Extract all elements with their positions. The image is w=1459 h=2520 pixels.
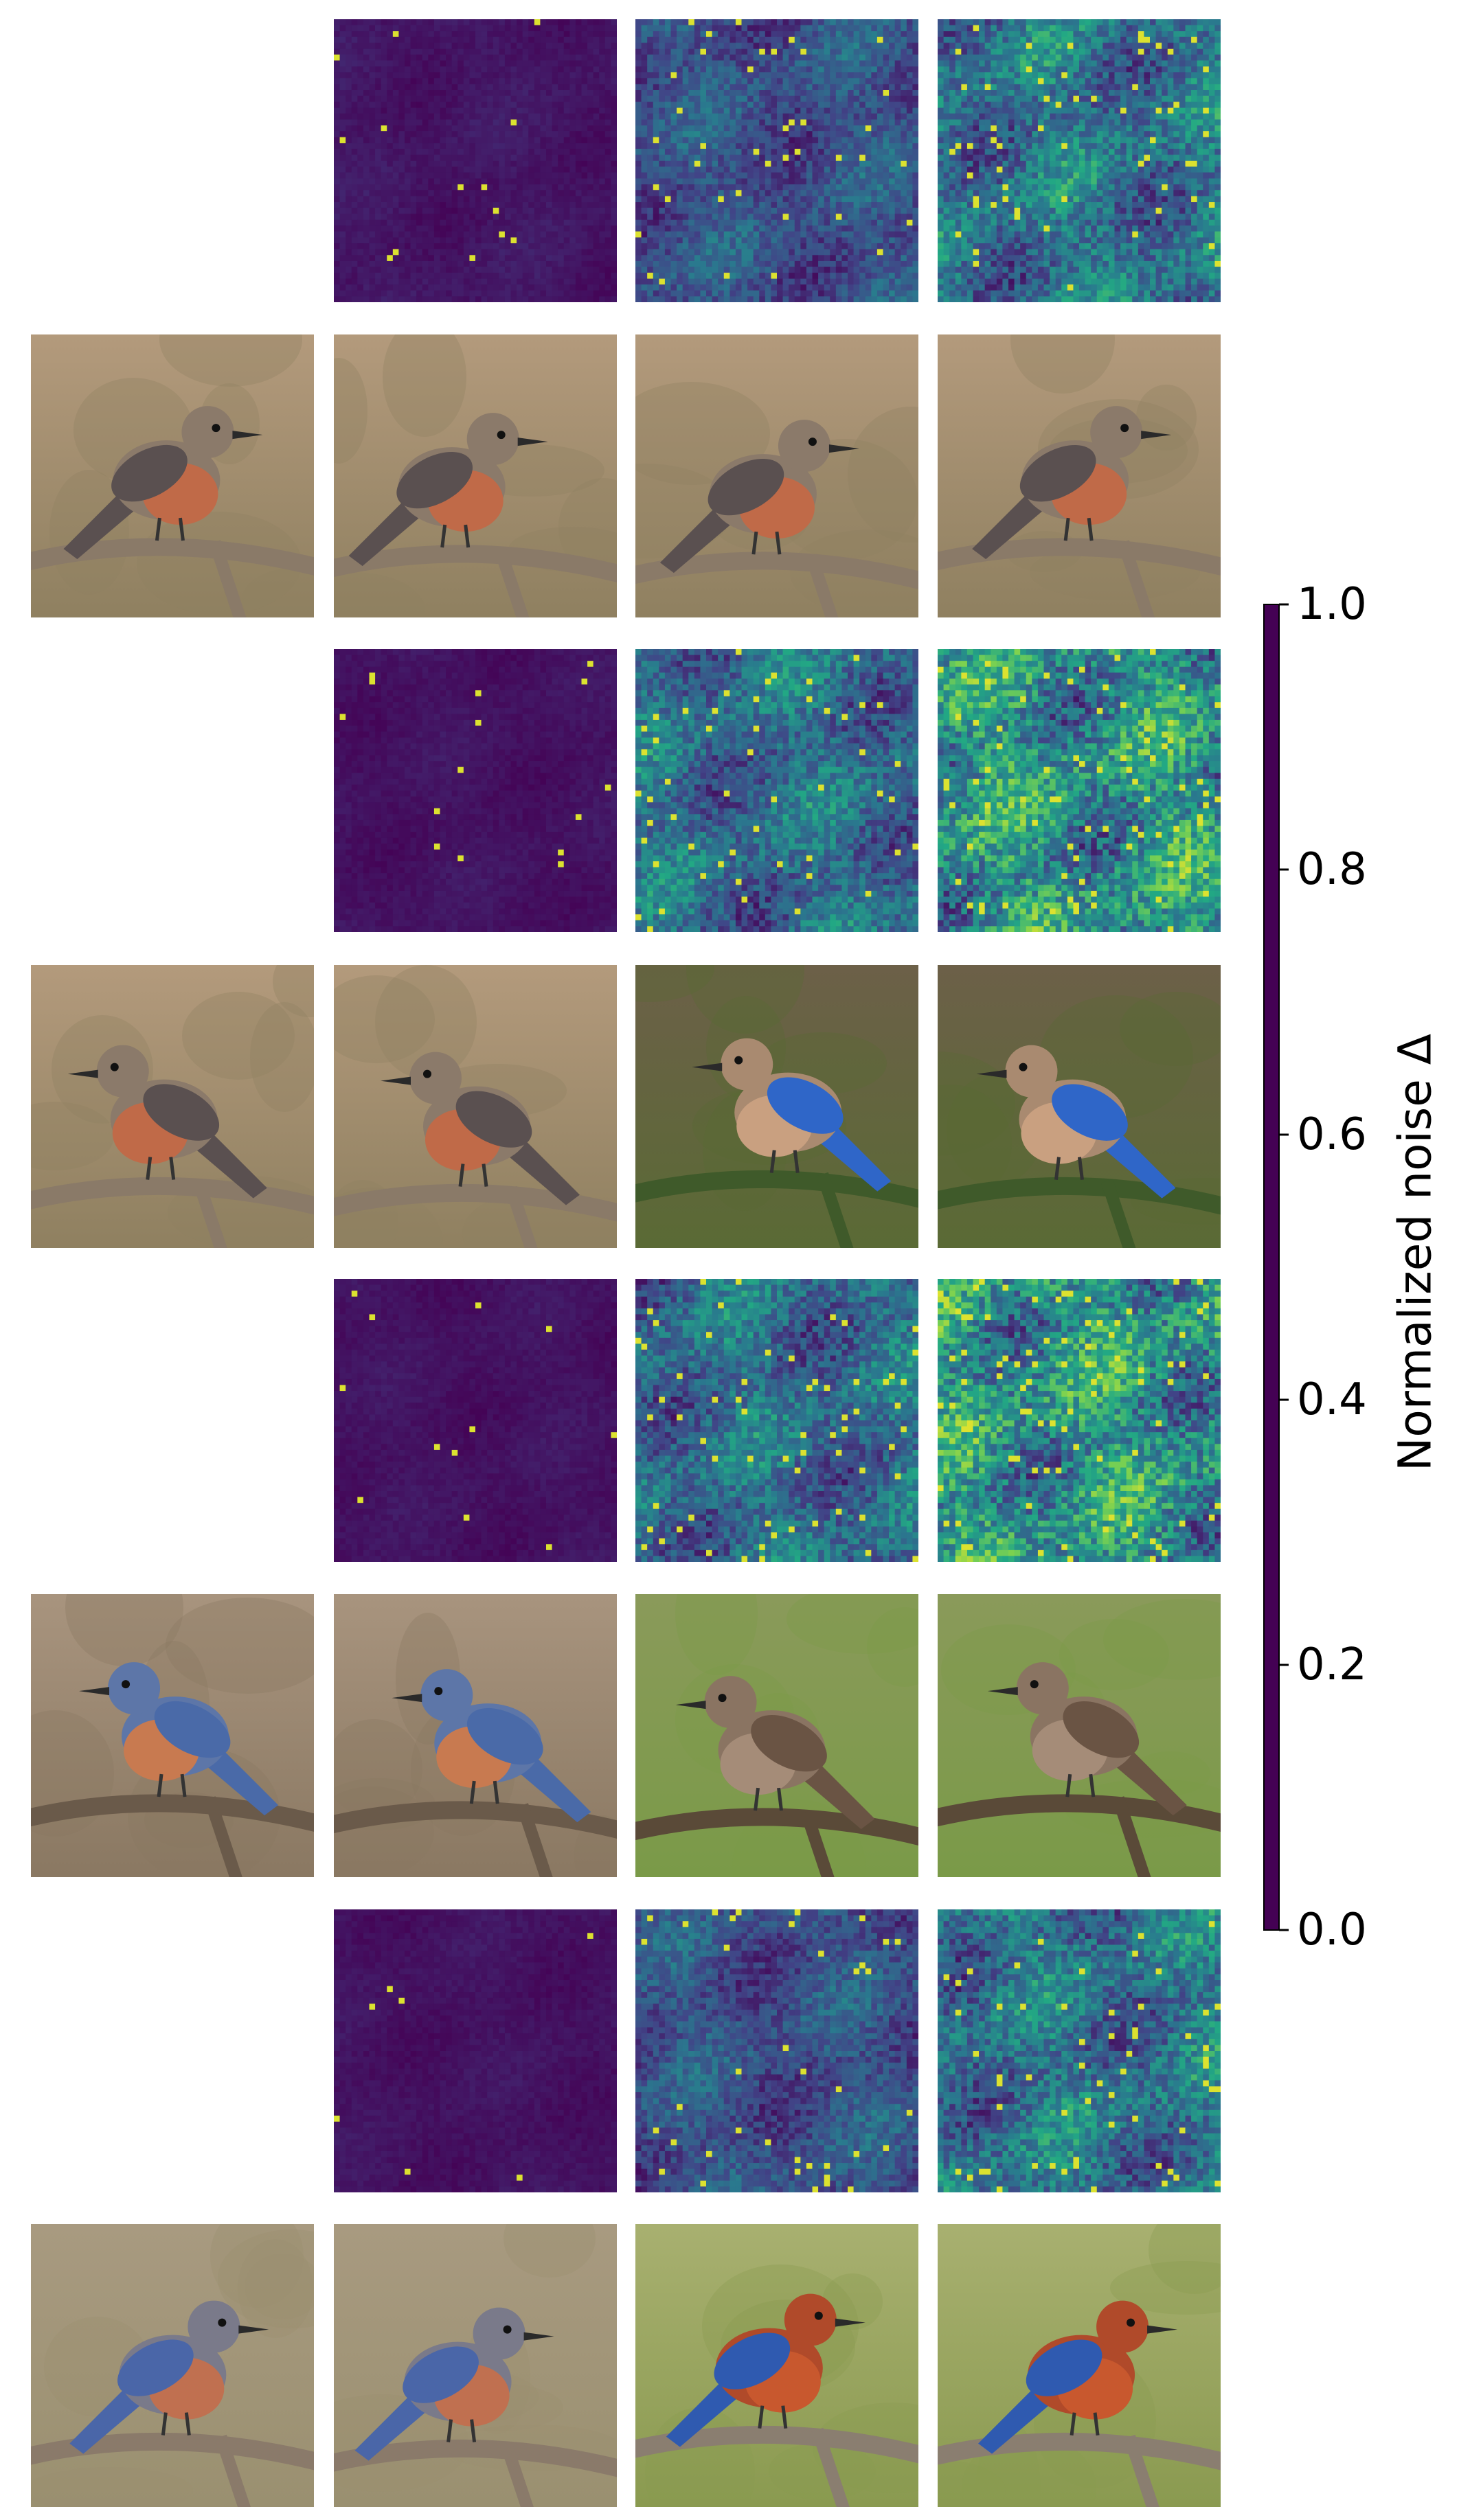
sparrow-on-post-icon — [635, 1594, 918, 1877]
bird-image-r4-c1 — [31, 965, 314, 1248]
bird-on-branch-icon — [334, 2224, 617, 2507]
bird-photo-icon — [635, 334, 918, 617]
bird-image-r8-c4 — [938, 2224, 1221, 2507]
noise-heatmap — [334, 1909, 617, 2192]
colorbar-tick-label: 0.4 — [1297, 1378, 1367, 1422]
bird-photo-icon — [31, 965, 314, 1248]
bird-image-r2-c3 — [635, 334, 918, 617]
bird-photo-icon — [938, 334, 1221, 617]
bird-image-r8-c3 — [635, 2224, 918, 2507]
noise-heatmap — [938, 19, 1221, 302]
noise-map-r3-c4 — [938, 649, 1221, 932]
noise-heatmap — [334, 649, 617, 932]
robin-on-branch-icon — [938, 2224, 1221, 2507]
bluebird-on-pine-icon — [938, 965, 1221, 1248]
noise-map-r7-c4 — [938, 1909, 1221, 2192]
colorbar-tick-label: 0.6 — [1297, 1113, 1367, 1157]
bluebird-photo-icon — [31, 1594, 314, 1877]
bird-image-r2-c4 — [938, 334, 1221, 617]
bird-image-r4-c3 — [635, 965, 918, 1248]
colorbar-label: Normalized noise Δ — [1389, 992, 1442, 1514]
bird-on-branch-icon — [31, 2224, 314, 2507]
bird-photo-icon — [334, 965, 617, 1248]
bird-image-r4-c2 — [334, 965, 617, 1248]
noise-map-r5-c4 — [938, 1279, 1221, 1562]
noise-map-r7-c3 — [635, 1909, 918, 2192]
bird-image-r2-c1 — [31, 334, 314, 617]
noise-heatmap — [334, 19, 617, 302]
bird-image-r8-c1 — [31, 2224, 314, 2507]
bird-photo-icon — [334, 334, 617, 617]
bird-image-r6-c2 — [334, 1594, 617, 1877]
noise-heatmap — [938, 649, 1221, 932]
noise-heatmap — [938, 1909, 1221, 2192]
bird-image-r6-c3 — [635, 1594, 918, 1877]
noise-map-r3-c2 — [334, 649, 617, 932]
noise-heatmap — [635, 1279, 918, 1562]
noise-map-r5-c2 — [334, 1279, 617, 1562]
bird-image-r8-c2 — [334, 2224, 617, 2507]
bluebird-on-pine-icon — [635, 965, 918, 1248]
noise-map-r1-c2 — [334, 19, 617, 302]
noise-heatmap — [635, 1909, 918, 2192]
colorbar-tick-label: 0.0 — [1297, 1908, 1367, 1952]
noise-heatmap — [635, 649, 918, 932]
noise-heatmap — [334, 1279, 617, 1562]
bird-image-r6-c4 — [938, 1594, 1221, 1877]
colorbar-gradient — [1263, 603, 1289, 1931]
robin-on-branch-icon — [635, 2224, 918, 2507]
noise-heatmap — [938, 1279, 1221, 1562]
noise-heatmap — [635, 19, 918, 302]
bird-image-r2-c2 — [334, 334, 617, 617]
colorbar: 0.0 0.2 0.4 0.6 0.8 1.0 Normalized noise Δ — [1236, 577, 1456, 1952]
noise-map-r7-c2 — [334, 1909, 617, 2192]
noise-map-r1-c4 — [938, 19, 1221, 302]
colorbar-tick-label: 1.0 — [1297, 582, 1367, 626]
bird-image-r6-c1 — [31, 1594, 314, 1877]
noise-map-r1-c3 — [635, 19, 918, 302]
sparrow-on-post-icon — [938, 1594, 1221, 1877]
noise-map-r5-c3 — [635, 1279, 918, 1562]
bird-photo-icon — [31, 334, 314, 617]
bluebird-photo-icon — [334, 1594, 617, 1877]
colorbar-tick-label: 0.8 — [1297, 848, 1367, 892]
bird-image-r4-c4 — [938, 965, 1221, 1248]
noise-map-r3-c3 — [635, 649, 918, 932]
colorbar-tick-label: 0.2 — [1297, 1643, 1367, 1687]
